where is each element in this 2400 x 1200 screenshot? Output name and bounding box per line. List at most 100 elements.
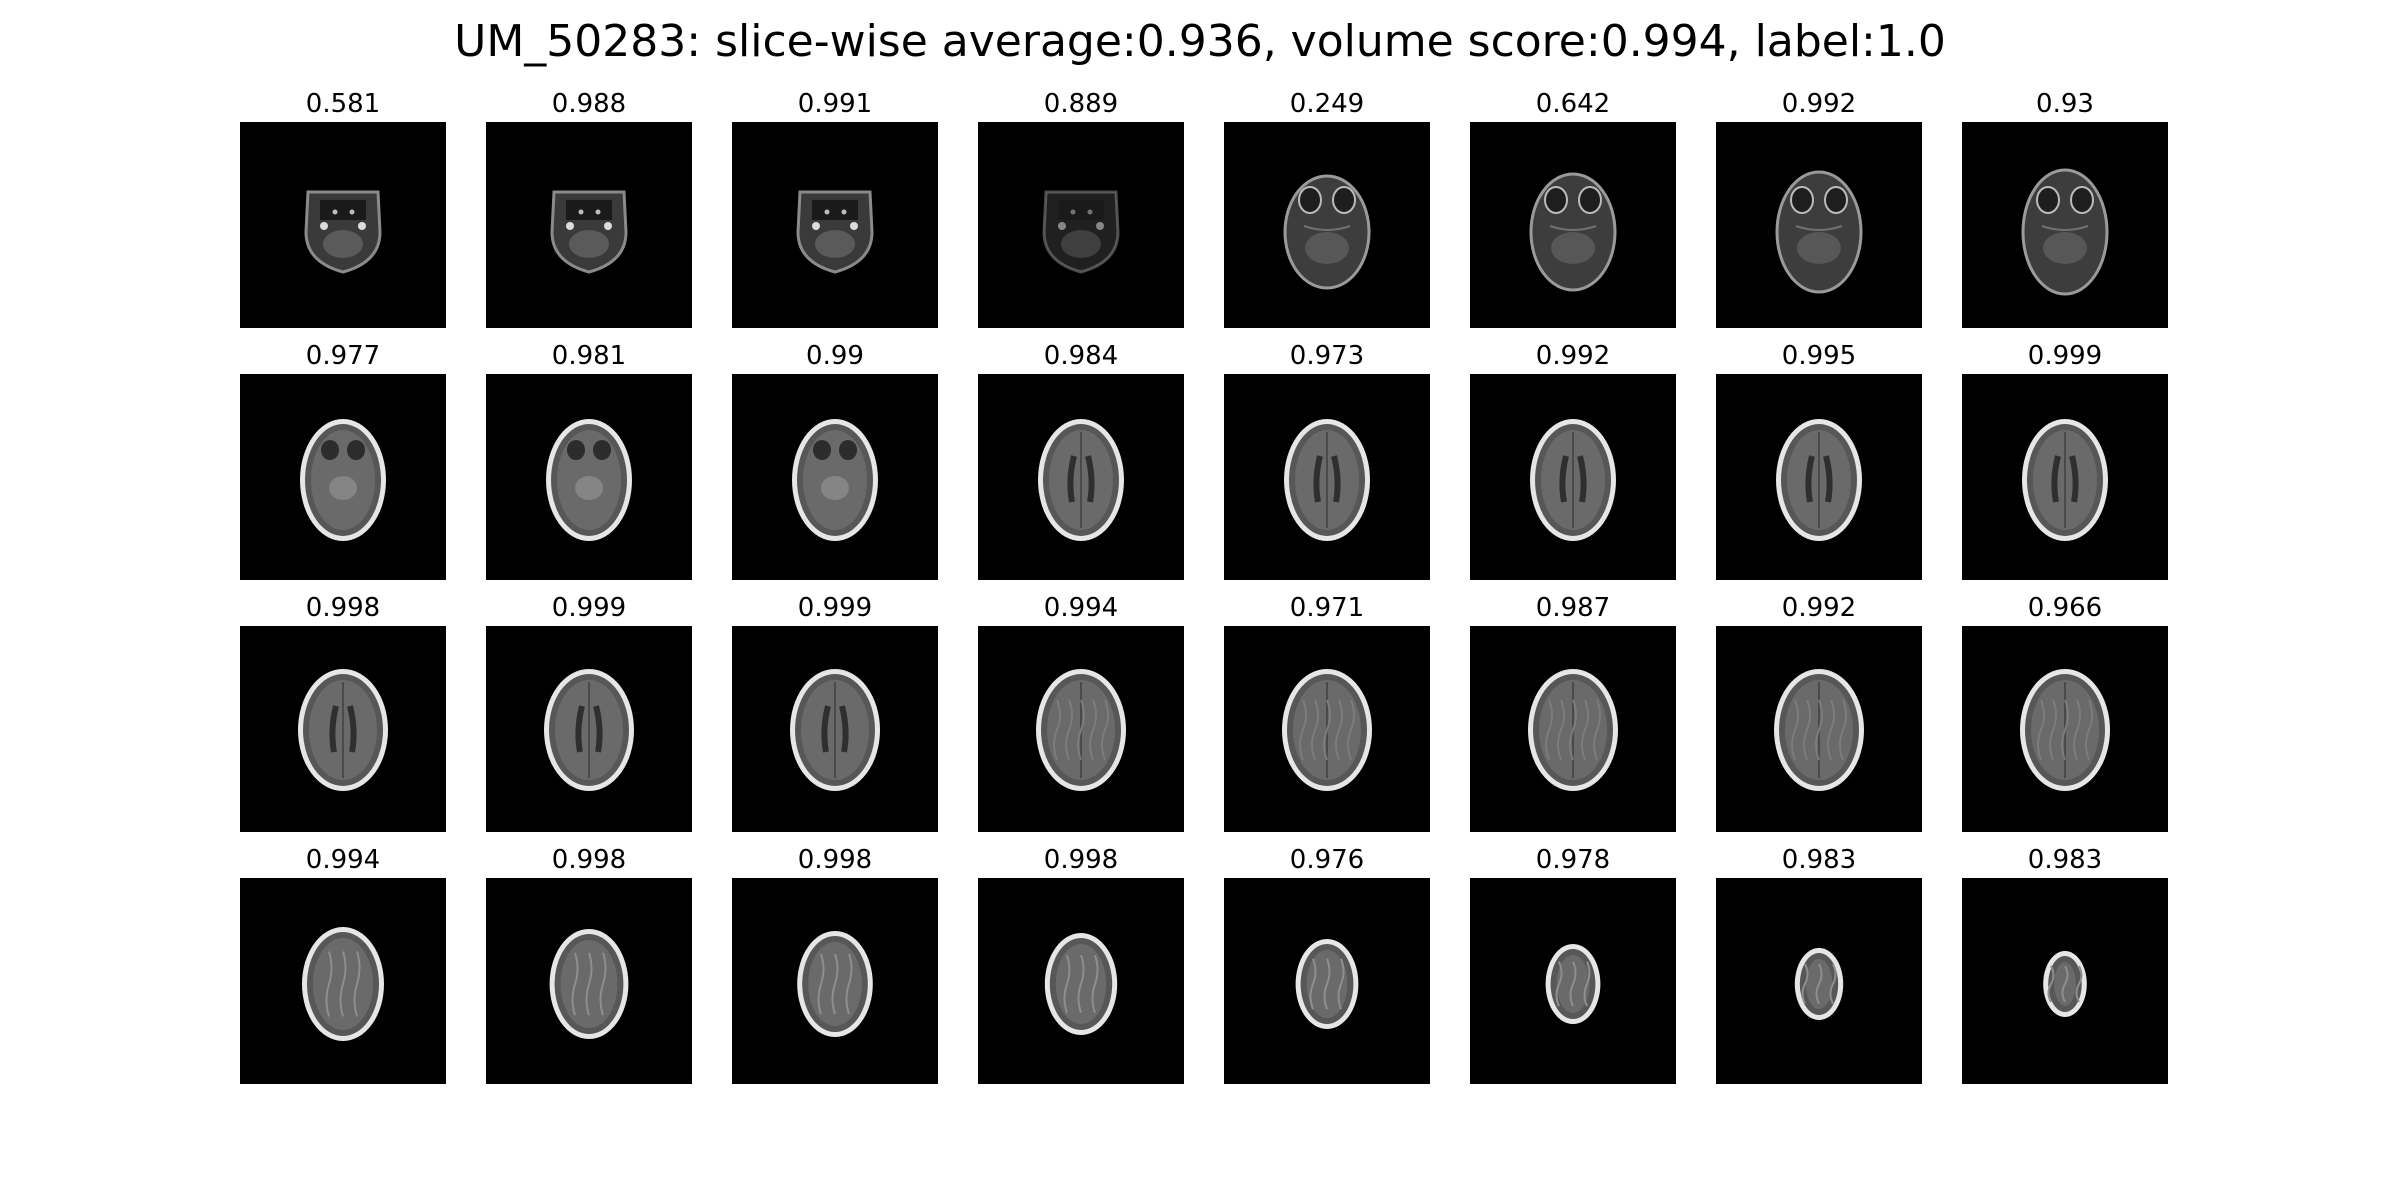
slice-panel: 0.999 xyxy=(486,590,692,842)
slice-score: 0.999 xyxy=(2027,341,2103,371)
mri-slice-drawing xyxy=(1224,374,1430,580)
mri-slice-drawing xyxy=(1470,122,1676,328)
slice-panel: 0.581 xyxy=(240,86,446,338)
mri-slice-drawing xyxy=(1962,878,2168,1084)
mri-slice-drawing xyxy=(486,374,692,580)
slice-score: 0.93 xyxy=(2036,89,2094,119)
mri-slice-drawing xyxy=(1470,626,1676,832)
mri-slice-image xyxy=(1470,374,1676,580)
slice-panel: 0.889 xyxy=(978,86,1184,338)
slice-panel: 0.983 xyxy=(1962,842,2168,1094)
slice-score: 0.998 xyxy=(305,593,381,623)
slice-score: 0.973 xyxy=(1289,341,1365,371)
mri-slice-image xyxy=(1224,122,1430,328)
slice-panel: 0.977 xyxy=(240,338,446,590)
mri-slice-drawing xyxy=(486,878,692,1084)
mri-slice-drawing xyxy=(240,122,446,328)
mri-slice-drawing xyxy=(486,122,692,328)
slice-score: 0.249 xyxy=(1289,89,1365,119)
slice-score: 0.988 xyxy=(551,89,627,119)
mri-slice-drawing xyxy=(1224,626,1430,832)
mri-slice-image xyxy=(240,878,446,1084)
slice-panel: 0.999 xyxy=(732,590,938,842)
slice-score: 0.998 xyxy=(797,845,873,875)
mri-slice-image xyxy=(1470,878,1676,1084)
slice-panel: 0.998 xyxy=(240,590,446,842)
mri-slice-drawing xyxy=(1470,878,1676,1084)
slice-panel: 0.971 xyxy=(1224,590,1430,842)
slice-panel: 0.991 xyxy=(732,86,938,338)
slice-score: 0.995 xyxy=(1781,341,1857,371)
mri-slice-drawing xyxy=(486,626,692,832)
mri-slice-drawing xyxy=(1716,374,1922,580)
slice-score: 0.983 xyxy=(1781,845,1857,875)
slice-score: 0.992 xyxy=(1781,593,1857,623)
slice-panel: 0.998 xyxy=(978,842,1184,1094)
mri-slice-drawing xyxy=(1716,626,1922,832)
slice-score: 0.976 xyxy=(1289,845,1365,875)
slice-panel: 0.978 xyxy=(1470,842,1676,1094)
slice-score: 0.977 xyxy=(305,341,381,371)
figure-title: UM_50283: slice-wise average:0.936, volu… xyxy=(454,16,1946,67)
slice-score: 0.581 xyxy=(305,89,381,119)
mri-slice-image xyxy=(1716,122,1922,328)
slice-score: 0.998 xyxy=(551,845,627,875)
mri-slice-drawing xyxy=(1962,374,2168,580)
mri-slice-image xyxy=(732,374,938,580)
mri-slice-image xyxy=(1224,374,1430,580)
slice-panel: 0.994 xyxy=(240,842,446,1094)
mri-slice-image xyxy=(978,878,1184,1084)
slice-score: 0.999 xyxy=(551,593,627,623)
slice-panel: 0.992 xyxy=(1716,590,1922,842)
slice-score: 0.994 xyxy=(1043,593,1119,623)
slice-score: 0.994 xyxy=(305,845,381,875)
slice-score: 0.981 xyxy=(551,341,627,371)
slice-score: 0.971 xyxy=(1289,593,1365,623)
slice-panel: 0.976 xyxy=(1224,842,1430,1094)
slice-score: 0.991 xyxy=(797,89,873,119)
mri-slice-drawing xyxy=(240,878,446,1084)
mri-slice-image xyxy=(486,122,692,328)
mri-slice-drawing xyxy=(732,626,938,832)
mri-slice-drawing xyxy=(240,374,446,580)
slice-panel: 0.998 xyxy=(732,842,938,1094)
slice-panel: 0.995 xyxy=(1716,338,1922,590)
mri-slice-image xyxy=(732,122,938,328)
slice-score: 0.998 xyxy=(1043,845,1119,875)
slice-panel: 0.642 xyxy=(1470,86,1676,338)
mri-slice-drawing xyxy=(1962,626,2168,832)
mri-slice-drawing xyxy=(732,122,938,328)
mri-slice-image xyxy=(486,626,692,832)
mri-slice-image xyxy=(1716,626,1922,832)
slice-panel: 0.983 xyxy=(1716,842,1922,1094)
mri-slice-image xyxy=(486,374,692,580)
mri-slice-drawing xyxy=(1716,122,1922,328)
slice-score: 0.99 xyxy=(806,341,864,371)
mri-slice-image xyxy=(240,122,446,328)
mri-slice-drawing xyxy=(240,626,446,832)
mri-slice-drawing xyxy=(1470,374,1676,580)
slice-panel: 0.966 xyxy=(1962,590,2168,842)
slice-panel: 0.994 xyxy=(978,590,1184,842)
mri-slice-image xyxy=(1962,626,2168,832)
mri-slice-image xyxy=(240,626,446,832)
mri-slice-drawing xyxy=(1224,878,1430,1084)
slice-score: 0.642 xyxy=(1535,89,1611,119)
mri-slice-image xyxy=(732,878,938,1084)
slice-score: 0.992 xyxy=(1535,341,1611,371)
slice-panel: 0.999 xyxy=(1962,338,2168,590)
slice-score: 0.983 xyxy=(2027,845,2103,875)
slice-score: 0.987 xyxy=(1535,593,1611,623)
mri-slice-drawing xyxy=(978,626,1184,832)
slice-panel: 0.249 xyxy=(1224,86,1430,338)
mri-slice-drawing xyxy=(732,878,938,1084)
mri-slice-image xyxy=(1962,122,2168,328)
mri-slice-image xyxy=(978,374,1184,580)
slice-panel: 0.987 xyxy=(1470,590,1676,842)
slice-score: 0.966 xyxy=(2027,593,2103,623)
mri-slice-drawing xyxy=(1962,122,2168,328)
slice-panel: 0.988 xyxy=(486,86,692,338)
mri-slice-image xyxy=(1716,374,1922,580)
slice-grid: 0.581 0.988 0.991 0.889 0.249 0.642 0.992 0.93 0… xyxy=(240,86,2186,1094)
mri-slice-drawing xyxy=(978,122,1184,328)
